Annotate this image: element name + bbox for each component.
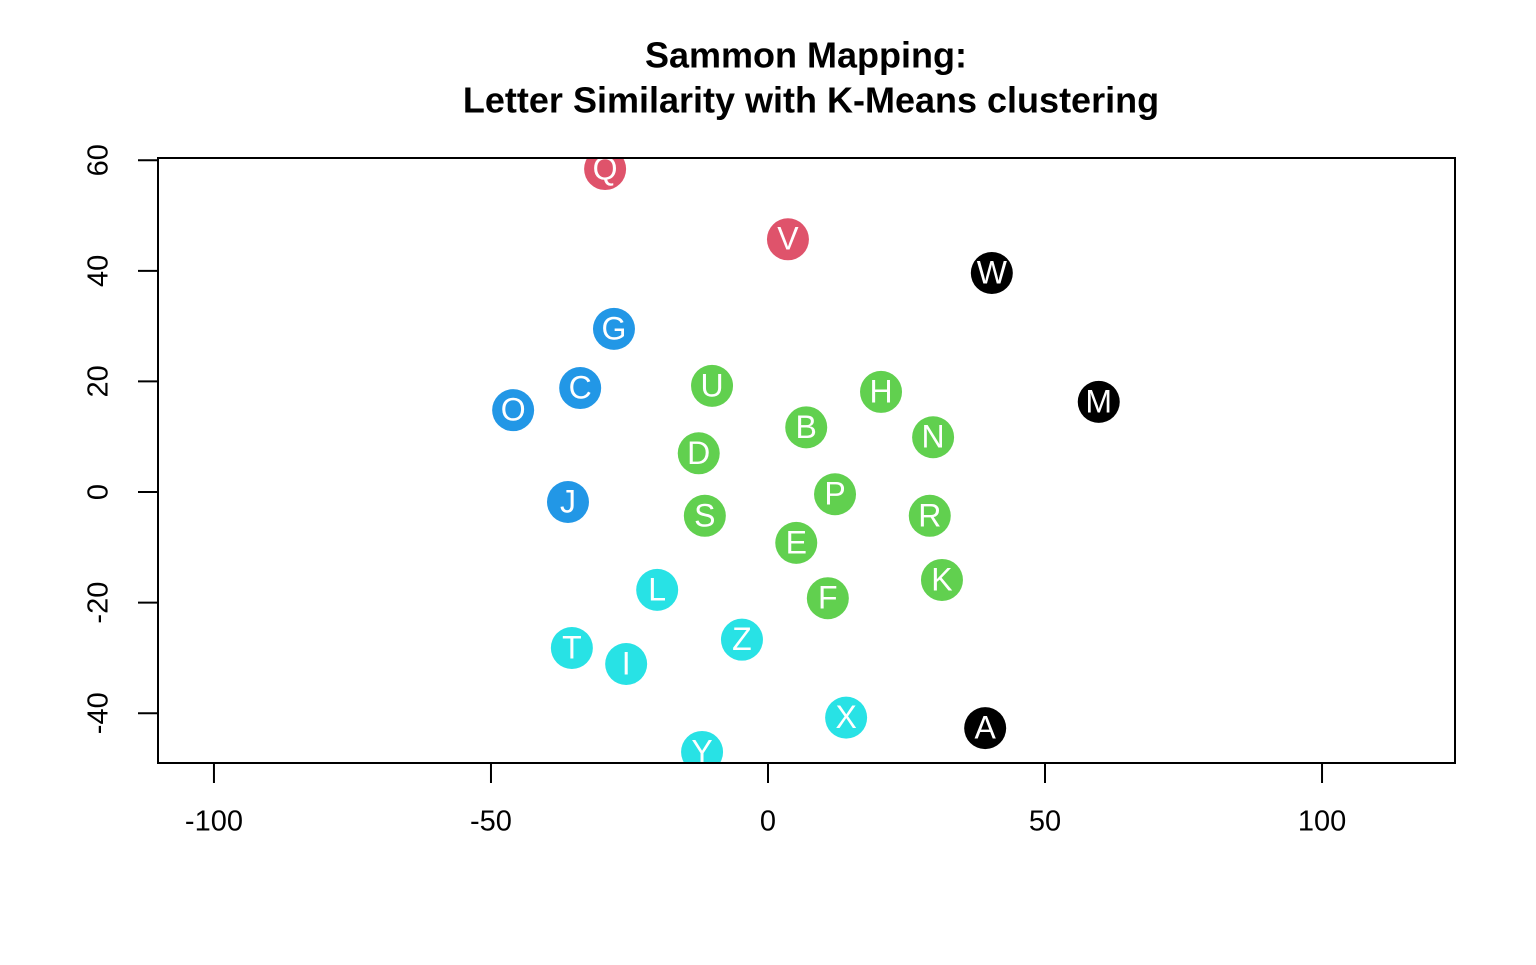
- point: [550, 626, 593, 669]
- point-label: F: [818, 580, 838, 616]
- plot-frame: [157, 157, 1456, 764]
- x-tick-label: -50: [470, 806, 512, 838]
- point-label: D: [687, 435, 710, 471]
- point-label: T: [562, 629, 582, 665]
- point: [636, 568, 679, 611]
- point-label: S: [694, 497, 715, 533]
- plot-area: Q V W M A GC O J U H B N D P S R E K F L Z T I X Y: [492, 151, 1120, 769]
- x-tick-label: -100: [185, 806, 243, 838]
- point: [605, 643, 648, 686]
- point-label: G: [602, 310, 627, 346]
- point-label: Z: [732, 621, 752, 657]
- point-label: R: [918, 497, 941, 533]
- point: [970, 252, 1013, 295]
- x-tick-label: 50: [1029, 806, 1061, 838]
- point: [920, 558, 963, 601]
- point: [806, 577, 849, 620]
- point-label: P: [824, 476, 845, 512]
- point-label: U: [700, 367, 723, 403]
- point-label: J: [560, 483, 576, 519]
- point-label: Y: [691, 733, 712, 769]
- point-label: O: [501, 392, 526, 428]
- point: [584, 158, 627, 191]
- point: [908, 494, 951, 537]
- x-tick-label: 100: [1298, 806, 1346, 838]
- point: [677, 432, 720, 475]
- point-label: B: [796, 409, 817, 445]
- point: [860, 370, 903, 413]
- point-label: L: [648, 571, 666, 607]
- point: [683, 494, 726, 537]
- point-label: N: [922, 419, 945, 455]
- point: [785, 406, 828, 449]
- point-label: I: [622, 645, 631, 681]
- point: [691, 364, 734, 407]
- y-tick-label: 40: [83, 255, 115, 287]
- point-label: M: [1085, 383, 1112, 419]
- chart-title: Sammon Mapping:: [645, 35, 967, 76]
- x-tick-label: 0: [760, 806, 776, 838]
- point: [775, 521, 818, 564]
- point: [592, 307, 635, 350]
- point-label: X: [835, 699, 856, 735]
- point: [1077, 380, 1120, 423]
- point-label: Q: [593, 151, 618, 187]
- point: [766, 218, 809, 261]
- point: [720, 618, 763, 661]
- chart-title: Letter Similarity with K-Means clusterin…: [463, 80, 1159, 121]
- point-label: H: [869, 373, 892, 409]
- point: [681, 730, 724, 763]
- point: [546, 480, 589, 523]
- y-tick-label: -20: [83, 582, 115, 624]
- point-label: A: [975, 710, 997, 746]
- point-label: W: [977, 254, 1008, 290]
- point: [912, 416, 955, 459]
- point-label: K: [931, 561, 952, 597]
- y-tick-label: 0: [83, 484, 115, 500]
- point-label: C: [569, 370, 592, 406]
- point: [559, 367, 602, 410]
- point-label: V: [777, 221, 799, 257]
- y-tick-label: 20: [83, 365, 115, 397]
- point: [825, 696, 868, 739]
- point: [964, 707, 1007, 750]
- y-tick-label: -40: [83, 692, 115, 734]
- point: [814, 473, 857, 516]
- point-label: E: [786, 524, 807, 560]
- point: [492, 389, 535, 432]
- y-tick-label: 60: [83, 144, 115, 176]
